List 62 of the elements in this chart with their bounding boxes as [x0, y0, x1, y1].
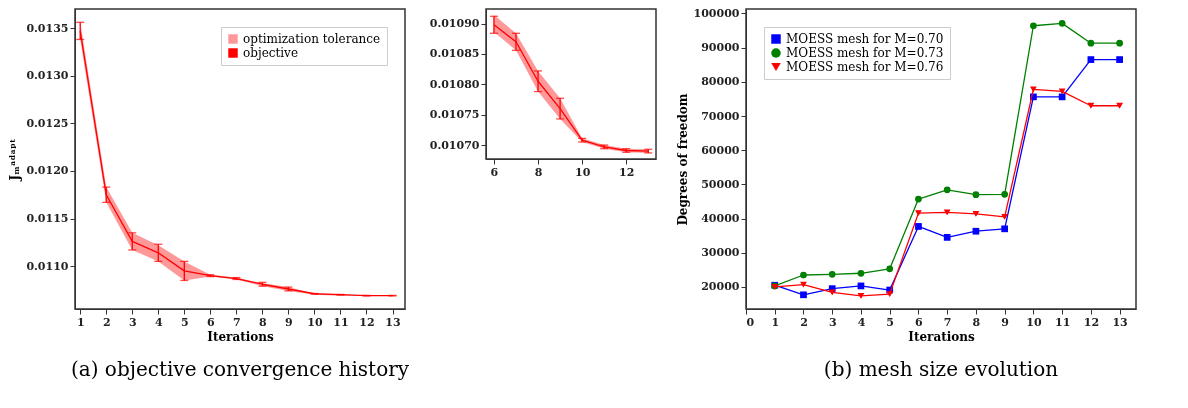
x-tick-label: 3 [128, 315, 137, 329]
x-tick-label: 8 [534, 165, 543, 179]
x-tick-label: 13 [1112, 315, 1128, 329]
x-tick-label: 7 [233, 315, 241, 329]
x-tick-label: 8 [972, 315, 981, 329]
y-tick-label: 80000 [701, 75, 740, 89]
x-tick-label: 8 [259, 315, 268, 329]
y-tick-label: 40000 [701, 212, 740, 226]
x-tick-label: 11 [333, 315, 349, 329]
y-tick-label: 0.01070 [429, 138, 480, 152]
x-tick-label: 10 [1026, 315, 1042, 329]
y-tick-label: 70000 [701, 109, 740, 123]
x-tick-label: 11 [1054, 315, 1071, 329]
y-tick-label: 30000 [701, 246, 740, 260]
x-tick-label: 7 [943, 315, 952, 329]
x-tick-label: 4 [857, 315, 866, 329]
x-tick-label: 3 [828, 315, 837, 329]
x-tick-label: 9 [285, 315, 293, 329]
x-tick-label: 5 [886, 315, 895, 329]
y-axis-title: Jₘᵃᵈᵃᵖᵗ [8, 138, 23, 182]
x-tick-label: 6 [490, 165, 499, 179]
x-tick-label: 0 [746, 315, 755, 329]
y-tick-label: 100000 [693, 6, 740, 20]
x-tick-label: 1 [76, 315, 85, 329]
x-tick-label: 12 [619, 165, 635, 179]
y-tick-label: 90000 [701, 41, 740, 55]
y-tick-label: 0.0110 [26, 259, 69, 273]
legend-label: MOESS mesh for M=0.70 [786, 32, 944, 46]
x-tick-label: 5 [180, 315, 189, 329]
legend-label: MOESS mesh for M=0.73 [786, 46, 944, 60]
text: (b) mesh size evolution [823, 357, 1059, 381]
y-tick-label: 0.0125 [26, 116, 69, 130]
x-tick-label: 2 [800, 315, 808, 329]
y-tick-label: 0.01080 [429, 77, 480, 91]
y-tick-label: 0.0135 [26, 21, 69, 35]
x-axis-title: Iterations [207, 329, 274, 344]
legend-label: MOESS mesh for M=0.76 [786, 60, 944, 74]
x-tick-label: 9 [1001, 315, 1009, 329]
x-tick-label: 10 [307, 315, 323, 329]
legend-label: objective [243, 46, 298, 60]
x-tick-label: 1 [771, 315, 780, 329]
x-tick-label: 6 [207, 315, 215, 329]
x-tick-label: 2 [102, 315, 111, 329]
y-tick-label: 0.01090 [429, 17, 480, 31]
annotation: optimization tolerance [243, 32, 381, 46]
x-tick-label: 10 [574, 165, 591, 179]
y-tick-label: 0.01075 [429, 108, 480, 122]
y-tick-label: 20000 [701, 280, 740, 294]
y-axis-title: Degrees of freedom [675, 93, 690, 226]
y-tick-label: 60000 [701, 143, 740, 157]
y-tick-label: 50000 [701, 177, 740, 191]
x-tick-label: 6 [915, 315, 924, 329]
x-tick-label: 4 [154, 315, 163, 329]
text: (a) objective convergence history [70, 357, 410, 381]
y-tick-label: 0.0115 [26, 212, 69, 226]
x-tick-label: 13 [385, 315, 401, 329]
x-tick-label: 12 [359, 315, 375, 329]
y-tick-label: 0.0130 [26, 69, 69, 83]
y-tick-label: 0.0120 [26, 164, 69, 178]
y-tick-label: 0.01085 [429, 47, 480, 61]
x-tick-label: 12 [1083, 315, 1100, 329]
x-axis-title: Iterations [908, 329, 975, 344]
